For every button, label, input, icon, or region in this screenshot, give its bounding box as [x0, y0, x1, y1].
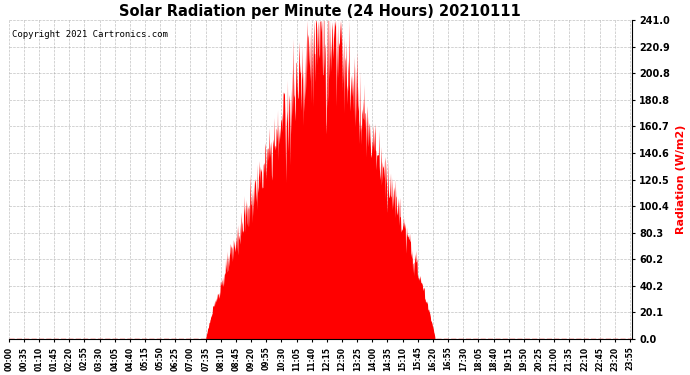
- Text: Copyright 2021 Cartronics.com: Copyright 2021 Cartronics.com: [12, 30, 168, 39]
- Y-axis label: Radiation (W/m2): Radiation (W/m2): [676, 125, 686, 234]
- Title: Solar Radiation per Minute (24 Hours) 20210111: Solar Radiation per Minute (24 Hours) 20…: [119, 4, 521, 19]
